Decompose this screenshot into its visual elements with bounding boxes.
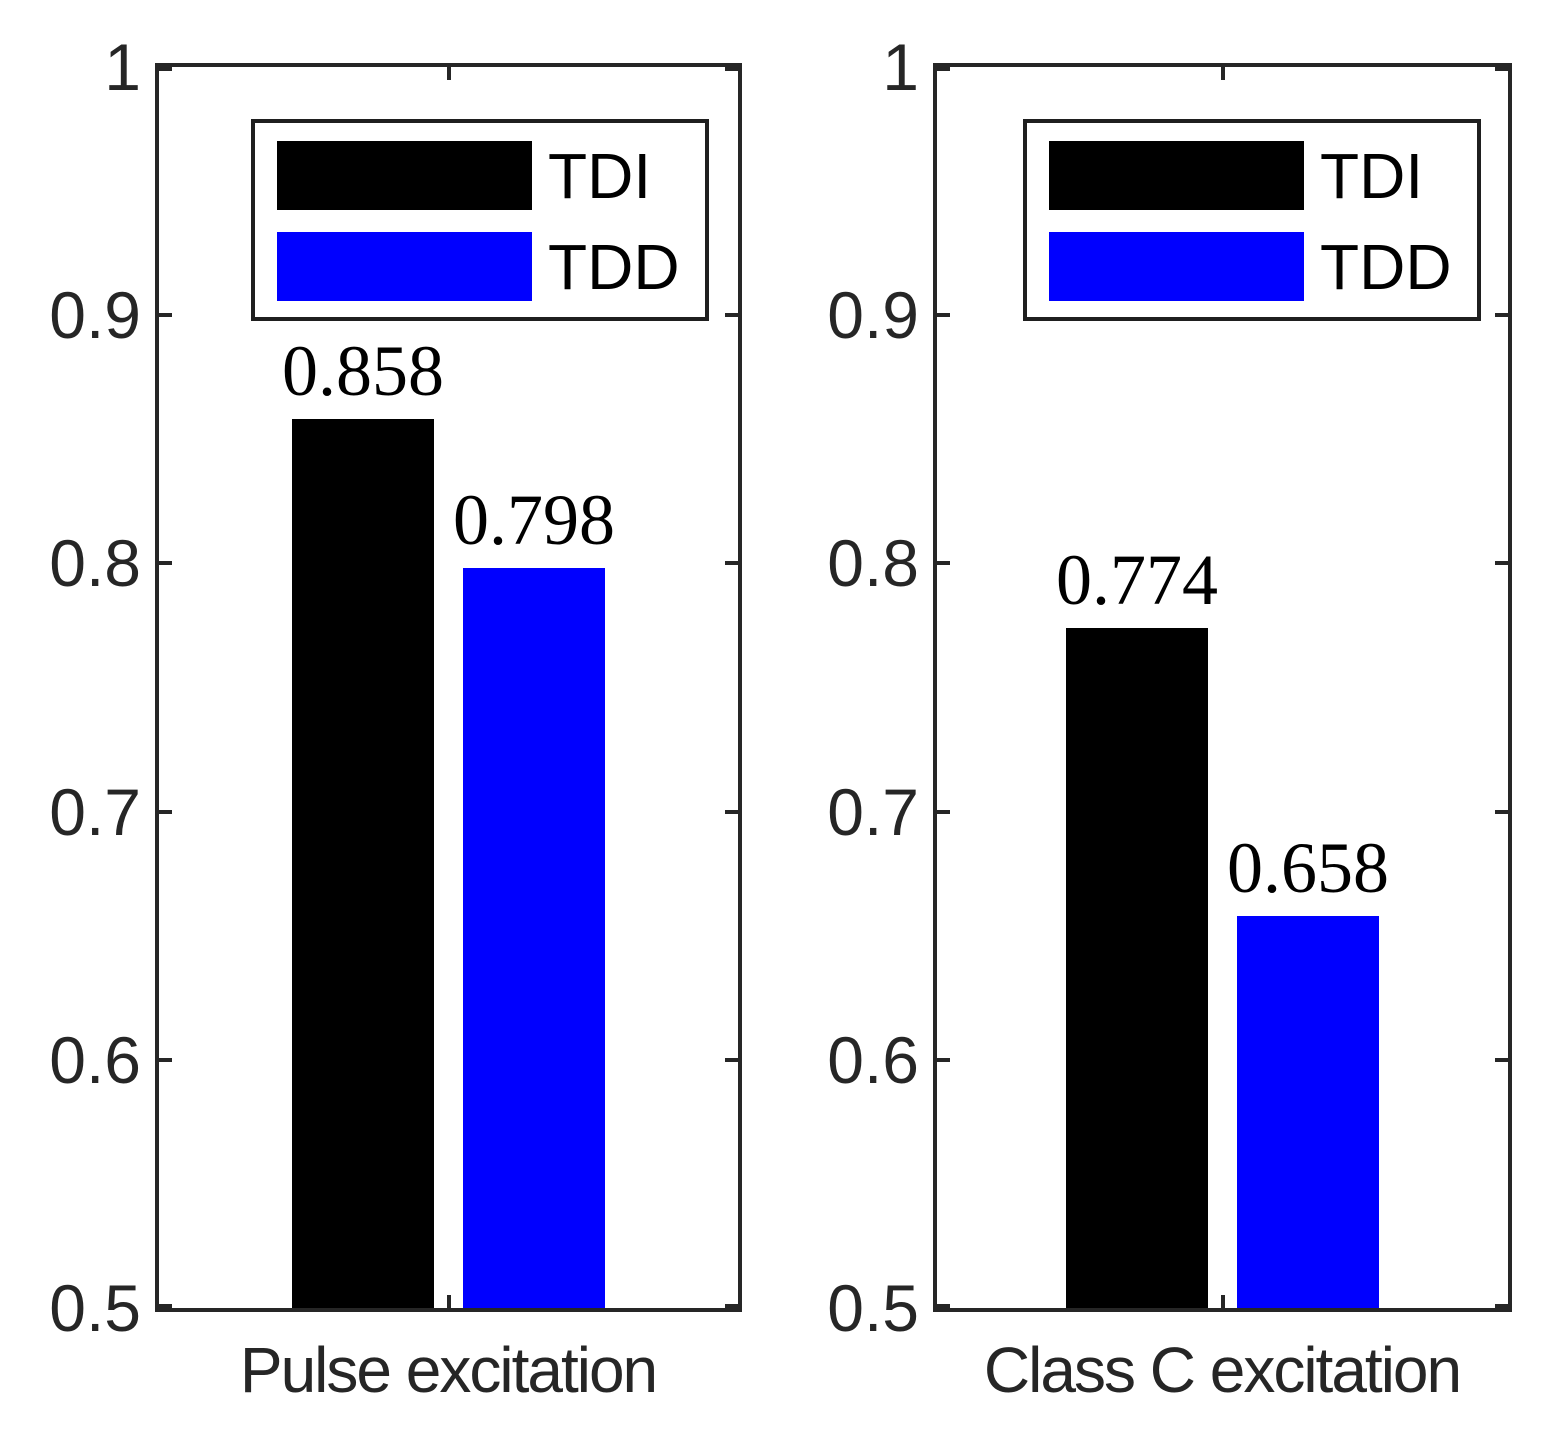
bar-tdd	[1237, 915, 1379, 1308]
y-tick-label: 1	[104, 30, 141, 104]
legend-label-tdi: TDI	[1320, 139, 1424, 212]
y-tick-right	[725, 1304, 738, 1308]
legend-label-tdi: TDI	[548, 139, 652, 212]
legend-entry-tdd: TDD	[277, 232, 680, 301]
y-tick-left	[159, 809, 172, 814]
x-axis-label-pulse-excitation: Pulse excitation	[239, 1334, 658, 1406]
x-axis-label-class-c-excitation: Class C excitation	[983, 1334, 1462, 1406]
y-tick-left	[159, 67, 172, 71]
y-tick-label: 0.6	[49, 1022, 141, 1097]
axes-pulse-excitation: 0.858 0.798 TDI TDD	[155, 63, 742, 1312]
y-tick-label: 0.9	[49, 278, 141, 353]
y-tick-left	[159, 1304, 172, 1308]
y-tick-left	[159, 313, 172, 318]
y-tick-right	[725, 1057, 738, 1062]
plot-area: 0.858 0.798	[159, 67, 738, 1308]
y-tick-label: 0.5	[827, 1271, 919, 1345]
y-tick-label: 0.5	[49, 1271, 141, 1345]
legend-entry-tdi: TDI	[277, 141, 651, 210]
y-tick-label: 0.7	[49, 774, 141, 849]
x-tick-bottom	[1220, 1295, 1225, 1308]
y-tick-label: 0.8	[49, 526, 141, 601]
plot-area: 0.774 0.658	[937, 67, 1508, 1308]
x-tick-bottom	[446, 1295, 451, 1308]
bar-value-label: 0.858	[282, 331, 444, 412]
y-tick-label: 1	[882, 30, 919, 104]
y-tick-left	[937, 809, 950, 814]
bar-tdd	[463, 568, 605, 1308]
y-tick-right	[1495, 313, 1508, 318]
y-tick-right	[1495, 1057, 1508, 1062]
y-tick-right	[1495, 561, 1508, 566]
legend-label-tdd: TDD	[548, 230, 680, 303]
x-tick-top	[446, 67, 451, 80]
y-tick-left	[937, 313, 950, 318]
y-tick-label: 0.9	[827, 278, 919, 353]
legend-swatch-tdi	[277, 141, 532, 210]
legend-swatch-tdd	[1049, 232, 1304, 301]
legend-swatch-tdd	[277, 232, 532, 301]
y-tick-right	[725, 561, 738, 566]
legend-box: TDI TDD	[251, 119, 709, 321]
y-tick-right	[1495, 67, 1508, 71]
y-tick-left	[937, 1304, 950, 1308]
y-tick-right	[1495, 809, 1508, 814]
bar-tdi	[1066, 627, 1208, 1308]
axes-class-c-excitation: 0.774 0.658 TDI TDD	[933, 63, 1512, 1312]
legend-label-tdd: TDD	[1320, 230, 1452, 303]
bar-value-label: 0.774	[1056, 539, 1218, 620]
bar-value-label: 0.658	[1227, 827, 1389, 908]
y-tick-left	[159, 1057, 172, 1062]
y-tick-left	[159, 561, 172, 566]
bar-value-label: 0.798	[453, 480, 615, 561]
legend-entry-tdd: TDD	[1049, 232, 1452, 301]
legend-swatch-tdi	[1049, 141, 1304, 210]
y-tick-label: 0.8	[827, 526, 919, 601]
bar-tdi	[292, 419, 434, 1308]
y-tick-right	[1495, 1304, 1508, 1308]
y-tick-right	[725, 809, 738, 814]
y-tick-right	[725, 313, 738, 318]
y-tick-right	[725, 67, 738, 71]
y-tick-label: 0.7	[827, 774, 919, 849]
y-tick-left	[937, 1057, 950, 1062]
legend-box: TDI TDD	[1023, 119, 1481, 321]
y-tick-left	[937, 561, 950, 566]
x-tick-top	[1220, 67, 1225, 80]
legend-entry-tdi: TDI	[1049, 141, 1423, 210]
y-tick-label: 0.6	[827, 1022, 919, 1097]
y-tick-left	[937, 67, 950, 71]
